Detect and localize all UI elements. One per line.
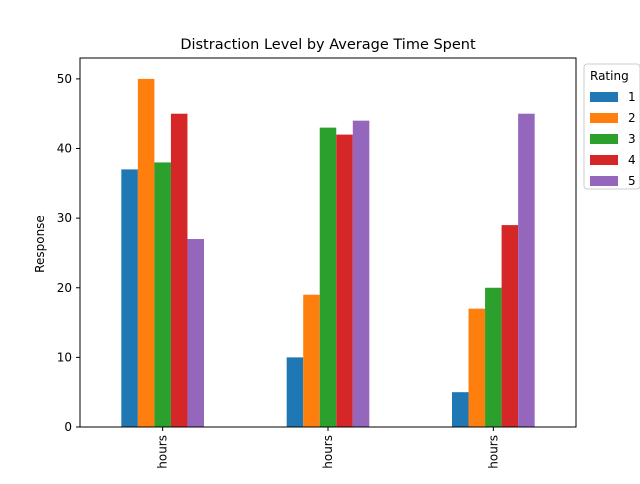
bar-series-3-group-3 <box>485 287 502 427</box>
legend-swatch-2 <box>590 113 618 123</box>
y-axis-label: Response <box>33 215 47 273</box>
bar-series-2-group-1 <box>137 78 155 427</box>
y-tick-label: 10 <box>57 350 72 364</box>
x-tick-label: hours <box>156 435 170 469</box>
y-tick-label: 30 <box>57 211 72 225</box>
y-tick-label: 50 <box>57 72 72 86</box>
bar-series-4-group-2 <box>336 134 353 427</box>
legend-label-5: 5 <box>628 174 636 188</box>
axes-layer: 0 10 20 30 40 50 hours hours hours <box>57 57 577 469</box>
legend-swatch-4 <box>590 155 618 165</box>
chart-title: Distraction Level by Average Time Spent <box>180 37 476 53</box>
legend-swatch-5 <box>590 176 618 186</box>
legend: Rating 1 2 3 4 5 <box>583 63 640 190</box>
x-tick-label: hours <box>321 435 335 469</box>
legend-label-1: 1 <box>628 90 636 104</box>
y-tick-label: 0 <box>64 420 72 434</box>
bars-layer <box>121 78 535 428</box>
bar-series-3-group-2 <box>319 127 337 428</box>
bar-series-1-group-2 <box>286 357 304 427</box>
bar-series-5-group-3 <box>518 113 535 427</box>
legend-swatch-1 <box>590 92 618 102</box>
bar-series-2-group-3 <box>468 308 486 427</box>
bar-series-4-group-3 <box>501 225 519 427</box>
legend-swatch-3 <box>590 134 618 144</box>
bar-series-2-group-2 <box>303 294 320 427</box>
legend-label-4: 4 <box>628 153 636 167</box>
bar-series-1-group-1 <box>121 169 138 427</box>
bar-series-4-group-1 <box>170 113 188 427</box>
bar-series-5-group-1 <box>187 239 204 427</box>
y-tick-label: 20 <box>57 281 72 295</box>
legend-label-3: 3 <box>628 132 636 146</box>
bar-series-1-group-3 <box>452 392 469 427</box>
x-tick-label: hours <box>486 435 500 469</box>
legend-title: Rating <box>590 69 629 83</box>
legend-label-2: 2 <box>628 111 636 125</box>
y-tick-label: 40 <box>57 142 72 156</box>
bar-series-5-group-2 <box>352 120 370 427</box>
bar-series-3-group-1 <box>154 162 171 427</box>
